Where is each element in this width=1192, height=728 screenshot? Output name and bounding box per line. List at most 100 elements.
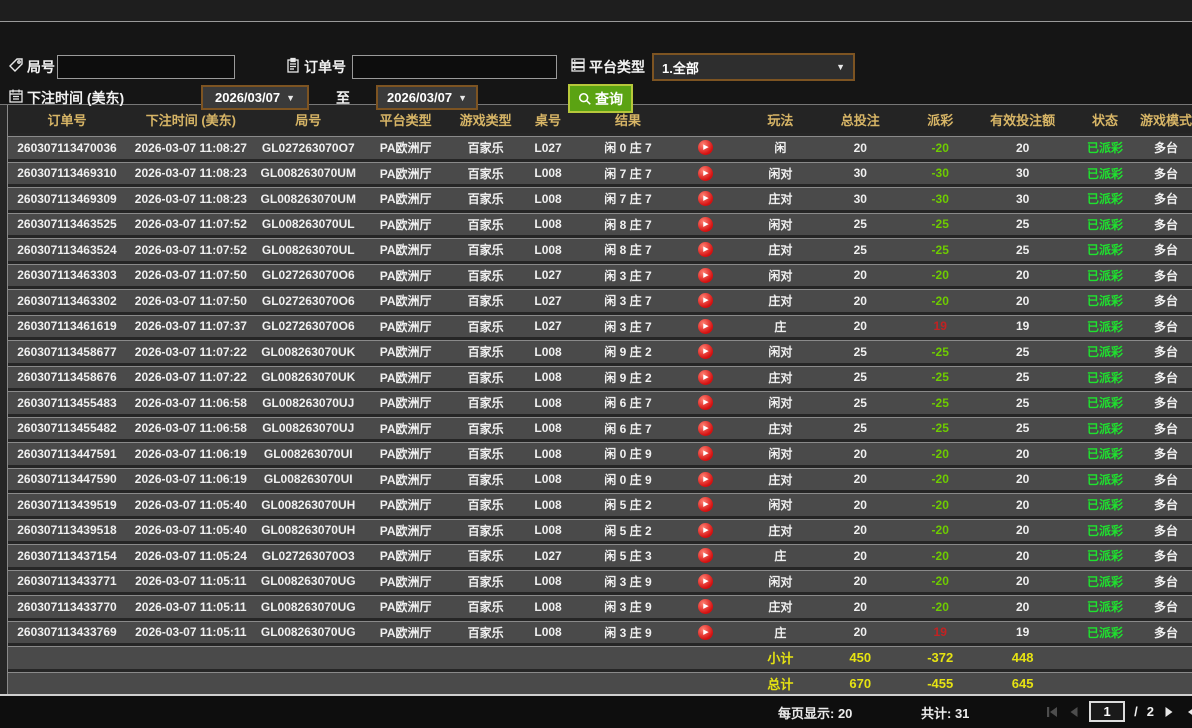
cell-table-no: L008 — [534, 191, 562, 206]
cell-order-no: 260307113463525 — [17, 217, 117, 232]
cell-bet-type: 闲对 — [768, 396, 793, 411]
table-row: 260307113455483 2026-03-07 11:06:58 GL0082… — [8, 391, 1192, 414]
cell-game-type: 百家乐 — [467, 192, 504, 207]
platform-list-icon — [570, 57, 586, 73]
cell-bet-type: 闲对 — [768, 447, 793, 462]
cell-game-type: 百家乐 — [467, 268, 504, 283]
cell-status: 已派彩 — [1087, 447, 1124, 462]
cell-game-mode: 多台 — [1154, 192, 1179, 207]
cell-payout: -30 — [931, 166, 949, 181]
cell-bet-time: 2026-03-07 11:06:58 — [134, 395, 247, 410]
replay-play-button[interactable]: ▶ — [698, 267, 714, 283]
cell-game-no: GL008263070UM — [260, 191, 356, 206]
cell-game-mode: 多台 — [1154, 166, 1179, 181]
cell-table-no: L027 — [534, 319, 562, 334]
replay-play-button[interactable]: ▶ — [698, 242, 714, 258]
cell-game-mode: 多台 — [1154, 447, 1179, 462]
cell-bet-type: 闲对 — [768, 498, 793, 513]
replay-play-button[interactable]: ▶ — [698, 497, 714, 513]
cell-bet-type: 闲对 — [768, 574, 793, 589]
cell-valid-bet: 19 — [1015, 625, 1030, 640]
cell-table-no: L027 — [534, 293, 562, 308]
cell-game-type: 百家乐 — [467, 523, 504, 538]
cell-result-icon-zone: ▶ — [680, 242, 745, 258]
cell-result: 闲 7 庄 7 ▶ — [576, 190, 746, 207]
cell-valid-bet: 20 — [1015, 140, 1030, 155]
table-row: 260307113463525 2026-03-07 11:07:52 GL0082… — [8, 212, 1192, 235]
replay-play-button[interactable]: ▶ — [698, 318, 714, 334]
cell-valid-bet: 20 — [1015, 472, 1030, 487]
cell-result: 闲 9 庄 2 ▶ — [576, 369, 746, 386]
cell-order-no: 260307113470036 — [17, 140, 117, 155]
cell-bet-time: 2026-03-07 11:05:40 — [134, 523, 247, 538]
cell-platform: PA欧洲厅 — [379, 141, 432, 156]
search-button[interactable]: 查询 — [568, 84, 633, 113]
cell-platform: PA欧洲厅 — [379, 217, 432, 232]
date-from-select[interactable]: 2026/03/07 ▼ — [201, 85, 309, 110]
order-no-label: 订单号 — [304, 59, 346, 75]
date-from-value: 2026/03/07 — [215, 90, 281, 105]
replay-play-button[interactable]: ▶ — [698, 573, 714, 589]
cell-result-icon-zone: ▶ — [680, 446, 745, 462]
cell-result: 闲 0 庄 9 ▶ — [576, 445, 746, 462]
cell-total-bet: 20 — [853, 574, 867, 589]
replay-play-button[interactable]: ▶ — [698, 548, 714, 564]
col-header-valid-bet: 有效投注额 — [990, 112, 1056, 128]
total-cell-payout: -455 — [927, 675, 954, 691]
cell-result: 闲 8 庄 7 ▶ — [576, 216, 746, 233]
cell-game-type: 百家乐 — [467, 319, 504, 334]
replay-play-button[interactable]: ▶ — [698, 395, 714, 411]
replay-play-button[interactable]: ▶ — [698, 420, 714, 436]
cell-platform: PA欧洲厅 — [379, 447, 432, 462]
replay-play-button[interactable]: ▶ — [698, 165, 714, 181]
cell-order-no: 260307113439519 — [17, 497, 117, 512]
replay-play-button[interactable]: ▶ — [698, 293, 714, 309]
replay-play-button[interactable]: ▶ — [698, 624, 714, 640]
col-header-platform: 平台类型 — [379, 112, 432, 128]
cell-bet-time: 2026-03-07 11:07:52 — [134, 217, 247, 232]
first-page-button[interactable] — [1046, 706, 1059, 718]
last-page-button[interactable] — [1184, 706, 1192, 718]
replay-play-button[interactable]: ▶ — [698, 344, 714, 360]
replay-play-button[interactable]: ▶ — [698, 369, 714, 385]
cell-bet-type: 庄对 — [768, 600, 793, 615]
cell-result: 闲 5 庄 3 ▶ — [576, 547, 746, 564]
cell-bet-time: 2026-03-07 11:07:22 — [134, 344, 247, 359]
cell-result-icon-zone: ▶ — [680, 216, 745, 232]
replay-play-button[interactable]: ▶ — [698, 216, 714, 232]
date-to-select[interactable]: 2026/03/07 ▼ — [376, 85, 478, 110]
cell-result: 闲 6 庄 7 ▶ — [576, 420, 746, 437]
cell-result: 闲 3 庄 7 ▶ — [576, 318, 746, 335]
cell-bet-time: 2026-03-07 11:07:50 — [134, 293, 247, 308]
total-count-label: 共计: 31 — [921, 706, 970, 721]
cell-result-text: 闲 5 庄 2 — [604, 523, 652, 538]
cell-total-bet: 20 — [853, 140, 867, 155]
replay-play-button[interactable]: ▶ — [698, 522, 714, 538]
cell-bet-type: 闲 — [774, 141, 787, 156]
replay-play-button[interactable]: ▶ — [698, 140, 714, 156]
replay-play-button[interactable]: ▶ — [698, 471, 714, 487]
game-no-input[interactable] — [57, 55, 235, 79]
replay-play-button[interactable]: ▶ — [698, 599, 714, 615]
cell-game-mode: 多台 — [1154, 217, 1179, 232]
cell-result: 闲 3 庄 9 ▶ — [576, 598, 746, 615]
cell-game-no: GL008263070UM — [260, 166, 356, 181]
replay-play-button[interactable]: ▶ — [698, 191, 714, 207]
cell-result-icon-zone: ▶ — [680, 497, 745, 513]
platform-type-select[interactable]: 1.全部 ▼ — [652, 53, 855, 81]
cell-game-no: GL008263070UG — [260, 625, 356, 640]
cell-total-bet: 30 — [853, 166, 867, 181]
table-row: 260307113470036 2026-03-07 11:08:27 GL0272… — [8, 136, 1192, 159]
cell-bet-time: 2026-03-07 11:07:37 — [134, 319, 247, 334]
cell-result-text: 闲 0 庄 9 — [604, 472, 652, 487]
platform-type-value: 1.全部 — [662, 60, 699, 76]
order-no-input[interactable] — [352, 55, 557, 79]
prev-page-button[interactable] — [1068, 706, 1080, 718]
replay-play-button[interactable]: ▶ — [698, 446, 714, 462]
next-page-button[interactable] — [1163, 706, 1175, 718]
cell-result-icon-zone: ▶ — [680, 395, 745, 411]
cell-result-text: 闲 6 庄 7 — [604, 396, 652, 411]
cell-game-type: 百家乐 — [467, 345, 504, 360]
page-input[interactable]: 1 — [1089, 701, 1126, 722]
